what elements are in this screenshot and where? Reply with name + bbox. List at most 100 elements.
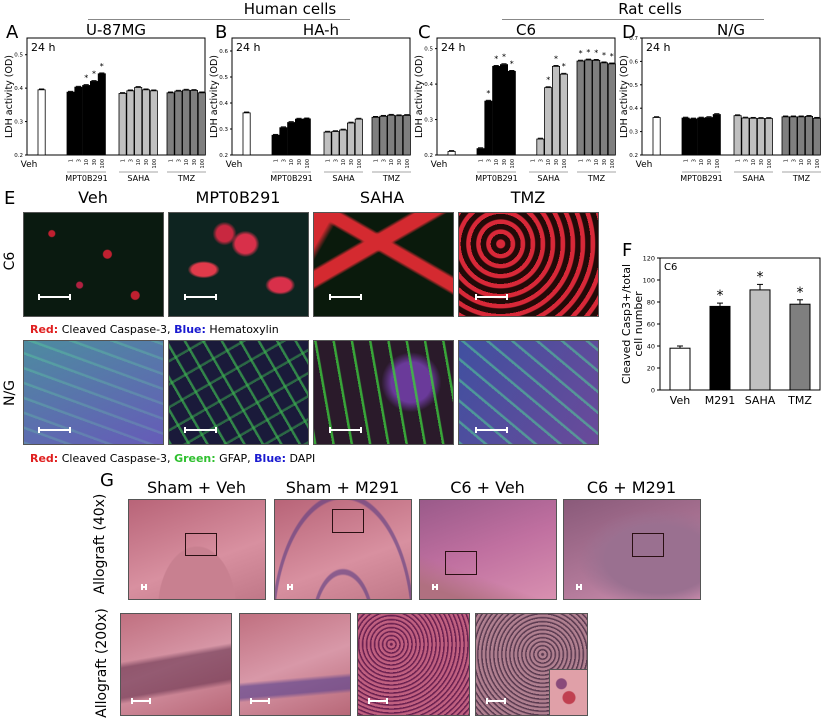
chart-d-ng: N/G 0.2 0.3 0.4 0.5 0.6 0.7 LDH activity (OD) 24… [615, 21, 825, 183]
svg-text:100: 100 [767, 159, 773, 169]
svg-text:TMZ: TMZ [787, 394, 812, 407]
svg-text:LDH activity (OD): LDH activity (OD) [414, 55, 425, 138]
svg-text:Veh: Veh [226, 160, 243, 170]
svg-text:0.3: 0.3 [424, 118, 433, 124]
svg-text:0.4: 0.4 [14, 86, 23, 92]
svg-text:3: 3 [791, 159, 797, 162]
panel-label-c: C [418, 22, 431, 43]
svg-text:100: 100 [643, 277, 655, 285]
histology-c6-m291-200x [475, 613, 588, 716]
svg-text:30: 30 [297, 159, 303, 165]
svg-text:SAHA: SAHA [742, 174, 765, 183]
svg-text:0.5: 0.5 [424, 47, 433, 53]
legend-c6-stain: Red: Cleaved Caspase-3, Blue: Hematoxyli… [30, 323, 279, 336]
svg-text:30: 30 [807, 159, 813, 165]
panel-label-e: E [4, 188, 16, 209]
svg-text:Veh: Veh [21, 160, 38, 170]
svg-text:100: 100 [610, 159, 616, 169]
histology-c6-veh-40x [419, 499, 557, 600]
svg-text:0.4: 0.4 [424, 82, 433, 88]
svg-text:3: 3 [381, 159, 387, 162]
svg-text:*: * [797, 285, 804, 301]
svg-text:SAHA: SAHA [745, 394, 776, 407]
scale-bar [329, 294, 362, 300]
chart-a-u87mg: U-87MG 0.2 0.3 0.4 0.5 LDH activity (OD) 24 h V… [0, 21, 210, 183]
svg-text:100: 100 [405, 159, 411, 169]
svg-text:0.2: 0.2 [629, 153, 638, 159]
legend-red-label: Red: [30, 323, 59, 336]
svg-text:1: 1 [121, 159, 127, 162]
svg-text:0.2: 0.2 [424, 153, 433, 159]
rat-cells-divider [502, 19, 764, 20]
scale-bar [184, 294, 217, 300]
svg-text:30: 30 [397, 159, 403, 165]
svg-text:Veh: Veh [636, 160, 653, 170]
svg-text:cell number: cell number [632, 291, 645, 357]
scale-bar [329, 427, 362, 433]
panel-label-d: D [622, 22, 636, 43]
scale-bar [250, 698, 270, 704]
svg-text:10: 10 [389, 159, 395, 165]
chart-c-c6: C6 0.2 0.3 0.4 0.5 LDH activity (OD) 24 h Veh 1 *… [410, 21, 620, 183]
panel-g-row-40x: Allograft (40x) [92, 493, 108, 595]
svg-text:C6: C6 [664, 262, 677, 273]
svg-text:3: 3 [586, 159, 592, 162]
histology-c6-m291-40x [563, 499, 701, 600]
svg-text:0: 0 [651, 387, 655, 395]
svg-text:1: 1 [784, 159, 790, 162]
scale-bar [475, 427, 508, 433]
zoom-region-box [185, 533, 217, 556]
histology-sham-veh-40x [128, 499, 266, 600]
legend-blue-label: Blue: [174, 323, 206, 336]
svg-text:HA-h: HA-h [303, 21, 339, 39]
svg-text:120: 120 [643, 255, 655, 263]
human-cells-divider [88, 19, 350, 20]
svg-text:3: 3 [743, 159, 749, 162]
svg-text:*: * [92, 69, 96, 78]
svg-text:*: * [510, 59, 514, 68]
svg-text:80: 80 [647, 299, 655, 307]
histology-sham-veh-200x [120, 613, 232, 716]
rat-cells-header: Rat cells [618, 0, 682, 18]
panel-g-col-c6-m291: C6 + M291 [586, 478, 677, 497]
chart-b-hah: HA-h 0.2 0.3 0.4 0.5 0.6 LDH activity (OD) 24 h… [205, 21, 415, 183]
svg-text:M291: M291 [705, 394, 736, 407]
svg-text:1: 1 [736, 159, 742, 162]
legend-blue-text: DAPI [286, 452, 316, 465]
svg-text:0.2: 0.2 [14, 153, 23, 159]
svg-text:0.3: 0.3 [219, 127, 228, 133]
scale-bar [475, 294, 508, 300]
svg-text:10: 10 [341, 159, 347, 165]
micrograph-ng-tmz [458, 340, 599, 445]
svg-text:LDH activity (OD): LDH activity (OD) [619, 55, 630, 138]
micrograph-ng-mpt0b291 [168, 340, 309, 445]
svg-text:Veh: Veh [431, 160, 448, 170]
svg-text:*: * [502, 53, 506, 62]
svg-text:*: * [486, 89, 490, 98]
panel-label-b: B [215, 22, 228, 43]
histology-sham-m291-40x [274, 499, 412, 600]
svg-text:*: * [562, 62, 566, 71]
svg-text:SAHA: SAHA [127, 174, 150, 183]
svg-text:MPT0B291: MPT0B291 [680, 174, 722, 183]
panel-g-col-c6-veh: C6 + Veh [450, 478, 525, 497]
svg-text:*: * [554, 54, 558, 63]
chart-f-cleaved-casp3: 0 20 40 60 80 100 120 Cleaved Casp3+/total cell … [615, 250, 825, 420]
zoom-region-box [445, 551, 477, 575]
svg-text:10: 10 [699, 159, 705, 165]
svg-text:*: * [594, 48, 598, 57]
svg-text:*: * [100, 62, 104, 71]
svg-text:20: 20 [647, 365, 655, 373]
svg-text:10: 10 [494, 159, 500, 165]
micrograph-c6-veh [23, 212, 164, 317]
svg-text:10: 10 [799, 159, 805, 165]
svg-text:3: 3 [486, 159, 492, 162]
micrograph-c6-tmz [458, 212, 599, 317]
panel-e-col-veh: Veh [78, 188, 108, 207]
svg-text:100: 100 [715, 159, 721, 169]
svg-text:30: 30 [502, 159, 508, 165]
panel-label-a: A [6, 22, 19, 43]
panel-e-col-tmz: TMZ [510, 188, 546, 207]
micrograph-ng-veh [23, 340, 164, 445]
legend-blue-text: Hematoxylin [205, 323, 279, 336]
